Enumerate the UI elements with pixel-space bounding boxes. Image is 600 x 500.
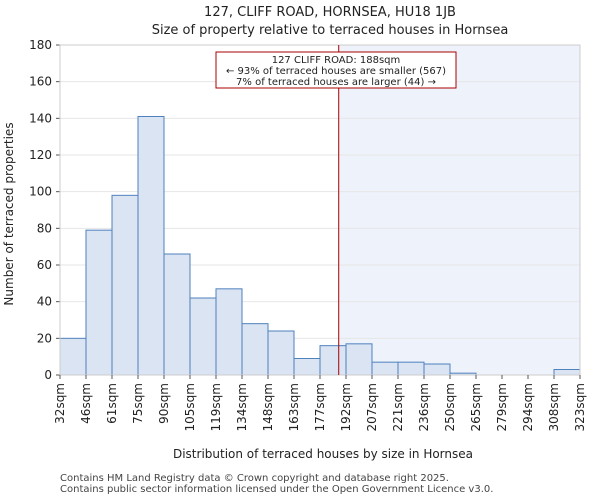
bar-221sqm: [397, 361, 425, 376]
bar-192sqm: [345, 343, 373, 376]
x-tick-label: 61sqm: [105, 383, 119, 424]
bar-134sqm: [241, 323, 269, 376]
bar-75sqm: [137, 116, 165, 376]
footer-line-2: Contains public sector information licen…: [60, 484, 494, 495]
x-tick-label: 46sqm: [79, 383, 93, 424]
x-tick-label: 308sqm: [547, 383, 561, 431]
x-tick-label: 221sqm: [391, 383, 405, 431]
bar-148sqm: [267, 330, 295, 376]
bar-177sqm: [319, 345, 347, 376]
x-tick-label: 177sqm: [313, 383, 327, 431]
y-tick-label: 120: [29, 148, 52, 162]
histogram-chart: 127, CLIFF ROAD, HORNSEA, HU18 1JB Size …: [2, 5, 587, 461]
x-tick-label: 90sqm: [157, 383, 171, 424]
bar-46sqm: [85, 229, 113, 376]
x-tick-label: 294sqm: [521, 383, 535, 431]
x-tick-label: 236sqm: [417, 383, 431, 431]
x-tick-label: 265sqm: [469, 383, 483, 431]
x-tick-label: 163sqm: [287, 383, 301, 431]
y-tick-label: 40: [37, 295, 52, 309]
footer-line-1: Contains HM Land Registry data © Crown c…: [60, 473, 449, 484]
y-tick-label: 100: [29, 185, 52, 199]
chart-subtitle: Size of property relative to terraced ho…: [152, 23, 509, 38]
y-tick-label: 60: [37, 258, 52, 272]
x-tick-label: 134sqm: [235, 383, 249, 431]
x-tick-label: 279sqm: [495, 383, 509, 431]
annotation-line-2: ← 93% of terraced houses are smaller (56…: [226, 66, 446, 77]
x-tick-label: 148sqm: [261, 383, 275, 431]
x-tick-label: 32sqm: [53, 383, 67, 424]
x-tick-label: 250sqm: [443, 383, 457, 431]
x-tick-label: 105sqm: [183, 383, 197, 431]
bar-207sqm: [371, 361, 399, 376]
annotation-line-3: 7% of terraced houses are larger (44) →: [236, 77, 436, 88]
bar-90sqm: [163, 253, 191, 376]
y-tick-label: 140: [29, 111, 52, 125]
bar-236sqm: [423, 363, 451, 376]
y-axis-label: Number of terraced properties: [2, 122, 16, 305]
x-tick-label: 207sqm: [365, 383, 379, 431]
annotation-line-1: 127 CLIFF ROAD: 188sqm: [272, 55, 401, 66]
x-tick-label: 323sqm: [573, 383, 587, 431]
y-tick-label: 180: [29, 38, 52, 52]
annotation-box: [215, 51, 457, 89]
bar-163sqm: [293, 358, 321, 376]
bar-105sqm: [189, 297, 217, 376]
y-tick-label: 80: [37, 221, 52, 235]
y-tick-label: 160: [29, 75, 52, 89]
bar-32sqm: [59, 337, 87, 376]
x-axis-label: Distribution of terraced houses by size …: [173, 447, 473, 461]
x-tick-label: 75sqm: [131, 383, 145, 424]
bar-61sqm: [111, 194, 139, 376]
bar-119sqm: [215, 288, 243, 376]
bar-308sqm: [553, 369, 581, 376]
x-tick-label: 192sqm: [339, 383, 353, 431]
y-tick-label: 20: [37, 331, 52, 345]
plot-area: 0 20 40 60 80 100 120 140 160 180 32sqm 46sqm 61sqm 7…: [29, 38, 587, 431]
highlight-region: [338, 45, 580, 375]
x-tick-label: 119sqm: [209, 383, 223, 431]
chart-title: 127, CLIFF ROAD, HORNSEA, HU18 1JB: [204, 5, 456, 20]
y-tick-label: 0: [44, 368, 52, 382]
